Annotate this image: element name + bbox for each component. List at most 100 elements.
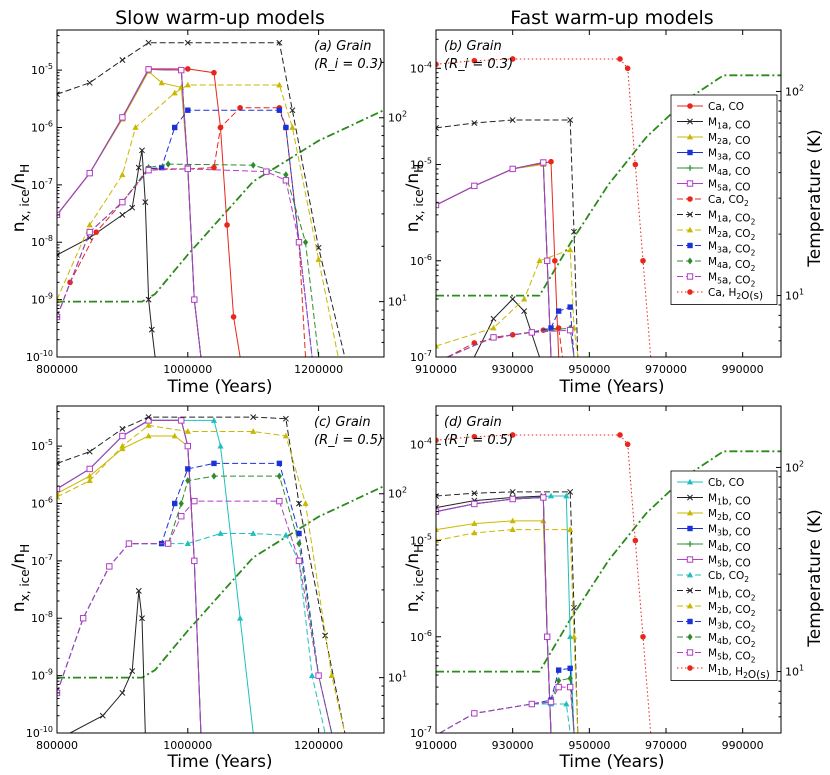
- svg-text:nx, ice/nH: nx, ice/nH: [403, 544, 426, 612]
- series-point-m5a-co2: [119, 198, 126, 206]
- legend-label: M2b, CO2: [708, 601, 756, 618]
- x-tick-label: 1000000: [163, 739, 212, 752]
- legend-marker: [687, 165, 693, 171]
- series-point-m5b-co2: [106, 563, 113, 570]
- series-point-cb-co2: [250, 530, 257, 536]
- series-point-m4b-co2: [296, 540, 302, 548]
- panel-annotation-title: (d) Grain: [444, 415, 502, 430]
- panel-annotation-ratio: (R_i = 0.3): [314, 57, 383, 72]
- series-point-m3a-co2: [283, 124, 289, 131]
- panel-b: 910000 930000 950000 970000 990000 10-7 10-6 10…: [410, 29, 804, 376]
- series-point-m5b-co2: [547, 698, 555, 706]
- series-point-m2a-co2: [436, 342, 440, 349]
- series-point-m2b-co: [436, 526, 440, 532]
- svg-text:nx, ice/nH: nx, ice/nH: [9, 544, 32, 612]
- series-point-cb-co2: [282, 531, 289, 538]
- series-point-m2a-co2: [276, 81, 283, 88]
- y-tick-label: 10-4: [410, 436, 432, 451]
- panel-annotation-ratio: (R_i = 0.3): [444, 57, 513, 72]
- legend-marker: [687, 618, 693, 625]
- legend-label: Ca, H2O(s): [708, 287, 763, 302]
- series-point-m5b-co2: [191, 497, 198, 505]
- temperature-tick-label: 101: [785, 664, 804, 679]
- series-point-cb-co2: [308, 672, 316, 679]
- series-point-m3a-co2: [276, 107, 283, 113]
- series-point-m2b-co2: [250, 428, 257, 434]
- series-point-m2b-co: [145, 432, 152, 439]
- x-tick-label: 1200000: [294, 363, 343, 376]
- series-point-m5b-co: [86, 465, 93, 473]
- series-line-m4a-co: [57, 68, 202, 357]
- y-tick-label: 10-9: [31, 668, 53, 683]
- series-point-cb-co2: [184, 540, 191, 546]
- legend-marker: [686, 509, 694, 516]
- series-line-cb-co2: [439, 703, 571, 733]
- legend-label: Cb, CO: [708, 477, 744, 489]
- x-axis-label-b: Time (Years): [558, 377, 664, 397]
- x-tick-label: 930000: [492, 739, 534, 752]
- legend-marker: [687, 541, 693, 547]
- series-point-m5b-co2: [566, 683, 574, 691]
- series-point-m5b-co2: [471, 710, 478, 717]
- series-point-m2a-co2: [119, 171, 126, 178]
- series-point-ca-h2o-s: [632, 161, 639, 168]
- series-point-m4b-co2: [185, 477, 191, 485]
- series-point-m5a-co2: [490, 334, 497, 341]
- series-point-m5a-co: [436, 201, 440, 209]
- series-point-m2a-co2: [567, 246, 574, 253]
- series-point-m1a-co: [521, 308, 528, 315]
- x-tick-label: 970000: [645, 363, 687, 376]
- series-point-m5b-co: [509, 495, 516, 503]
- series-line-m2b-co2: [436, 529, 579, 733]
- series-point-m4b-co2: [567, 674, 573, 682]
- series-point-ca-co: [211, 69, 217, 76]
- series-point-m5b-co: [540, 494, 547, 501]
- series-point-cb-co2: [563, 700, 570, 707]
- series-line-m2b-co: [57, 435, 202, 733]
- series-point-m5a-co: [543, 257, 551, 264]
- series-point-m1b-h2o-s: [632, 537, 639, 544]
- legend-marker: [686, 226, 694, 233]
- series-point-m2a-co: [158, 79, 165, 86]
- legend-label: M5a, CO: [708, 179, 751, 194]
- temperature-tick-label: 101: [388, 294, 407, 309]
- series-point-m1a-co: [135, 164, 142, 171]
- legend-marker: [686, 180, 694, 187]
- y-tick-label: 10-5: [410, 157, 432, 172]
- y-tick-label: 10-7: [31, 553, 53, 568]
- series-point-m2b-co2: [57, 493, 61, 500]
- legend-label: M5b, CO2: [708, 648, 756, 665]
- series-point-ca-co2: [211, 164, 217, 171]
- x-tick-label: 990000: [722, 739, 764, 752]
- temperature-tick-label: 102: [388, 486, 407, 501]
- legend-marker: [687, 118, 693, 125]
- series-point-m1a-co: [57, 252, 60, 258]
- series-point-m1a-co: [142, 199, 149, 206]
- series-point-m2b-co2: [119, 442, 126, 449]
- series-point-ca-co: [548, 158, 554, 165]
- series-point-m5a-co: [471, 182, 478, 190]
- series-point-m2a-co2: [86, 221, 93, 228]
- series-point-m2b-co2: [436, 537, 440, 543]
- series-point-m1a-co: [119, 211, 126, 218]
- series-point-m5a-co2: [263, 168, 270, 175]
- series-point-cb-co: [217, 442, 224, 449]
- series-point-m4b-co2: [178, 499, 184, 507]
- series-line-m4b-co2: [439, 677, 575, 733]
- legend-marker: [687, 211, 693, 218]
- legend-label: M3a, CO2: [708, 241, 756, 258]
- series-point-m5a-co: [145, 66, 152, 73]
- series-line-m3a-co2: [447, 306, 575, 357]
- legend-label: M1b, CO: [708, 493, 751, 508]
- series-point-m4a-co2: [165, 160, 171, 168]
- series-line-m3b-co: [57, 419, 202, 733]
- series-point-m1a-co2: [567, 117, 574, 123]
- series-point-ca-co: [552, 257, 558, 264]
- series-point-m5b-co: [119, 432, 126, 440]
- series-point-ca-co2: [509, 332, 516, 338]
- temperature-tick-label: 102: [388, 110, 407, 125]
- series-point-cb-co: [563, 492, 570, 499]
- series-point-m1b-h2o-s: [624, 441, 631, 448]
- series-point-m1a-co2: [145, 39, 152, 46]
- x-tick-label: 970000: [645, 739, 687, 752]
